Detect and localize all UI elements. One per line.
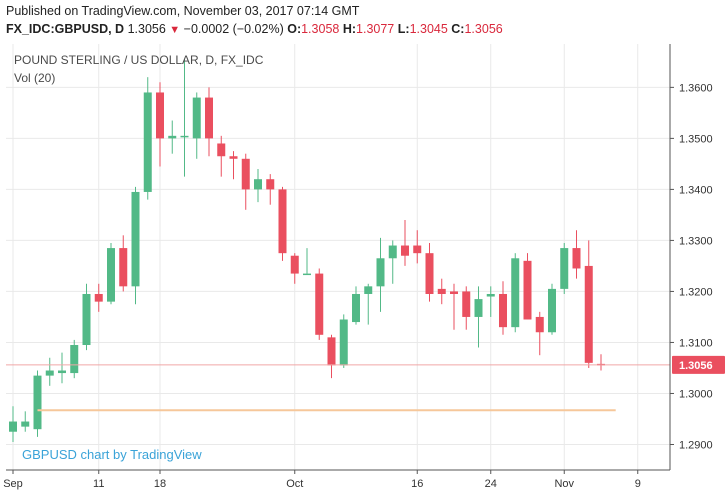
chart-title: POUND STERLING / US DOLLAR, D, FX_IDC <box>14 53 264 67</box>
candle-body <box>205 97 213 139</box>
candle-body <box>413 245 422 254</box>
x-tick-label: Sep <box>3 478 23 490</box>
candle-body <box>168 135 177 139</box>
candle-body <box>33 375 42 430</box>
candle-body <box>21 421 30 427</box>
volume-indicator-label[interactable]: Vol (20) <box>14 71 56 85</box>
candle-body <box>450 291 458 294</box>
open-label: O: <box>287 22 302 36</box>
x-tick-label: 16 <box>411 478 423 490</box>
y-tick-label: 1.3300 <box>679 235 713 247</box>
candle-body <box>364 286 373 294</box>
x-tick-label: Nov <box>554 478 574 490</box>
watermark[interactable]: GBPUSD chart by TradingView <box>22 447 202 462</box>
candle-body <box>584 265 593 363</box>
candle-body <box>437 288 446 294</box>
candle-body <box>572 248 581 269</box>
candle-body <box>266 179 275 190</box>
candle-body <box>499 293 507 328</box>
candle-body <box>229 156 238 159</box>
overlay-lines <box>6 364 670 412</box>
y-tick-label: 1.3400 <box>679 184 713 196</box>
candles <box>9 59 605 442</box>
x-tick-label: 9 <box>635 478 641 490</box>
candle-body <box>339 319 348 366</box>
candle-body <box>548 288 556 333</box>
y-tick-label: 1.3500 <box>679 133 713 145</box>
open-value: 1.3058 <box>301 22 340 36</box>
candle-body <box>290 255 299 274</box>
candle-body <box>474 299 483 317</box>
down-arrow-icon: ▼ <box>169 24 181 36</box>
symbol-label: FX_IDC:GBPUSD, D <box>6 22 125 36</box>
candle-body <box>131 191 140 287</box>
x-tick-label: Oct <box>286 478 303 490</box>
low-value: 1.3045 <box>409 22 448 36</box>
candle-body <box>217 143 226 157</box>
price-chart[interactable]: 1.2900 1.3000 1.3100 1.3200 1.3300 1.3400 1.35… <box>0 44 727 502</box>
candle-body <box>119 248 128 287</box>
grid <box>6 44 670 470</box>
close-value: 1.3056 <box>464 22 503 36</box>
candle-body <box>82 293 91 346</box>
candle-body <box>535 316 544 333</box>
candle-body <box>388 245 397 259</box>
candle-body <box>156 92 164 139</box>
ohlc-readout: FX_IDC:GBPUSD, D 1.3056 ▼ −0.0002 (−0.02… <box>6 22 503 36</box>
candle-body <box>511 258 520 328</box>
candle-body <box>241 158 250 190</box>
y-tick-label: 1.3100 <box>679 337 713 349</box>
candle-body <box>560 248 569 289</box>
close-label: C: <box>451 22 465 36</box>
last-price: 1.3056 <box>127 22 166 36</box>
candle-body <box>425 253 434 294</box>
candle-body <box>107 248 115 302</box>
candle-body <box>486 293 495 297</box>
x-tick-label: 11 <box>93 478 104 490</box>
published-info: Published on TradingView.com, November 0… <box>6 4 360 18</box>
x-tick-label: 24 <box>485 478 497 490</box>
candle-body <box>303 273 311 276</box>
price-change: −0.0002 (−0.02%) <box>183 22 284 36</box>
y-tick-label: 1.3600 <box>679 82 713 94</box>
x-tick-label: 18 <box>154 478 166 490</box>
y-tick-label: 1.3000 <box>679 388 713 400</box>
candle-body <box>401 245 409 256</box>
candle-body <box>315 273 324 335</box>
candle-body <box>523 260 532 320</box>
high-value: 1.3077 <box>356 22 395 36</box>
candle-body <box>45 370 54 376</box>
candle-body <box>376 258 385 287</box>
y-tick-label: 1.2900 <box>679 439 713 451</box>
candle-body <box>278 189 287 254</box>
last-price-badge <box>672 355 725 374</box>
candle-body <box>254 179 262 190</box>
candle-body <box>143 92 152 192</box>
candle-body <box>58 370 66 374</box>
candle-body <box>462 291 471 317</box>
axes: 1.2900 1.3000 1.3100 1.3200 1.3300 1.3400 1.35… <box>3 44 725 490</box>
plot-area <box>6 44 670 470</box>
chart-header: Published on TradingView.com, November 0… <box>0 0 727 44</box>
candle-body <box>327 337 336 366</box>
candle-body <box>352 293 360 323</box>
candle-body <box>180 135 189 138</box>
candle-body <box>9 421 17 432</box>
last-price-badge-label: 1.3056 <box>679 360 713 372</box>
candle-body <box>70 345 79 374</box>
low-label: L: <box>397 22 410 36</box>
candle-body <box>192 97 201 139</box>
y-tick-label: 1.3200 <box>679 286 713 298</box>
candle-body <box>94 293 103 302</box>
high-label: H: <box>342 22 357 36</box>
